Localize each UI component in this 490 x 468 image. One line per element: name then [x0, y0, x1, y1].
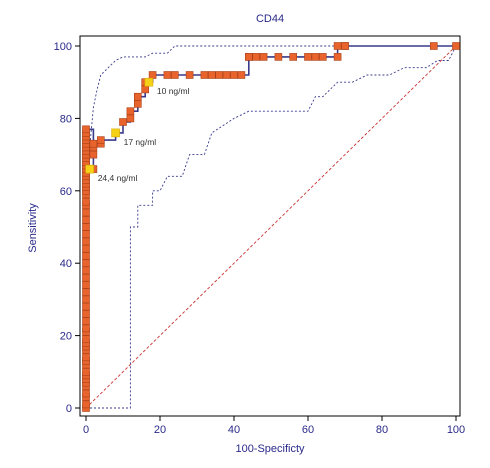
roc-point [341, 42, 349, 50]
roc-point [82, 208, 90, 217]
roc-point [82, 216, 90, 224]
reference-diagonal-group [85, 45, 457, 409]
reference-diagonal-line [85, 45, 457, 409]
ci-upper-line [85, 45, 456, 409]
roc-point [215, 71, 223, 79]
cutoff-marker [85, 164, 94, 174]
roc-point [126, 107, 135, 115]
roc-point [333, 53, 342, 61]
roc-point [82, 273, 90, 282]
chart-title: CD44 [256, 13, 284, 25]
y-tick-label: 0 [66, 403, 72, 415]
roc-point [163, 71, 172, 79]
roc-point [82, 244, 90, 253]
roc-point [82, 230, 90, 238]
roc-point [119, 118, 127, 126]
roc-point [82, 295, 90, 304]
roc-point [82, 389, 90, 398]
roc-point [289, 53, 298, 61]
roc-point [274, 53, 283, 61]
roc-point [82, 252, 90, 260]
roc-point [171, 71, 179, 79]
roc-point [429, 42, 438, 50]
roc-point [82, 310, 90, 318]
cutoff-group: 24,4 ng/ml 17 ng/ml 10 ng/ml [85, 77, 190, 183]
cutoff-label: 24,4 ng/ml [98, 173, 138, 183]
x-axis-title: 100-Specificty [235, 443, 305, 455]
y-tick-label: 60 [60, 186, 72, 198]
y-axis-title: Sensitivity [27, 203, 39, 253]
x-tick-label: 100 [447, 424, 465, 436]
roc-point [82, 302, 90, 311]
roc-point [333, 42, 342, 50]
cutoff-label: 10 ng/ml [157, 86, 190, 96]
roc-point [82, 335, 90, 344]
roc-point [230, 71, 238, 79]
cutoff-marker [111, 128, 120, 138]
cutoff-marker [144, 77, 154, 87]
roc-point [82, 125, 90, 134]
roc-point [237, 71, 246, 79]
plot-frame [79, 35, 461, 417]
roc-point [318, 53, 327, 61]
roc-point [82, 367, 90, 376]
roc-point [82, 400, 90, 409]
roc-point [259, 53, 268, 61]
roc-point [82, 353, 90, 362]
roc-point [89, 150, 98, 159]
y-tick-label: 20 [60, 331, 72, 343]
roc-point [82, 317, 90, 325]
roc-point [82, 281, 90, 289]
x-tick-label: 20 [154, 424, 166, 436]
roc-point [82, 288, 90, 297]
roc-point [82, 266, 90, 275]
roc-point [148, 71, 157, 79]
cutoff-label: 17 ng/ml [124, 137, 157, 147]
roc-point [185, 71, 194, 79]
x-tick-label: 80 [376, 424, 388, 436]
roc-point [82, 237, 90, 246]
y-tick-label: 80 [60, 113, 72, 125]
roc-point [82, 197, 90, 206]
roc-point [452, 42, 460, 50]
roc-point [200, 71, 209, 79]
x-axis-ticks: 0 20 40 60 80 100 [83, 416, 465, 436]
ci-lower-line [86, 45, 457, 409]
roc-points-group [82, 42, 460, 412]
y-axis-ticks: 0 20 40 60 80 100 [54, 41, 80, 415]
roc-point [134, 100, 142, 108]
y-tick-label: 100 [54, 41, 72, 53]
roc-point [89, 139, 98, 148]
roc-point [82, 324, 90, 333]
confidence-interval-group [85, 45, 457, 409]
roc-point [82, 259, 90, 268]
roc-point [222, 71, 231, 79]
roc-point [245, 53, 253, 61]
x-tick-label: 0 [83, 424, 89, 436]
roc-point [126, 114, 135, 123]
y-tick-label: 40 [60, 258, 72, 270]
x-tick-label: 60 [302, 424, 314, 436]
roc-point [311, 53, 320, 61]
roc-point [208, 71, 216, 79]
roc-point [134, 92, 142, 101]
roc-point [97, 136, 105, 144]
x-tick-label: 40 [228, 424, 240, 436]
roc-point [252, 53, 260, 61]
roc-point [141, 85, 149, 94]
roc-point [82, 223, 90, 231]
roc-point [304, 53, 312, 61]
